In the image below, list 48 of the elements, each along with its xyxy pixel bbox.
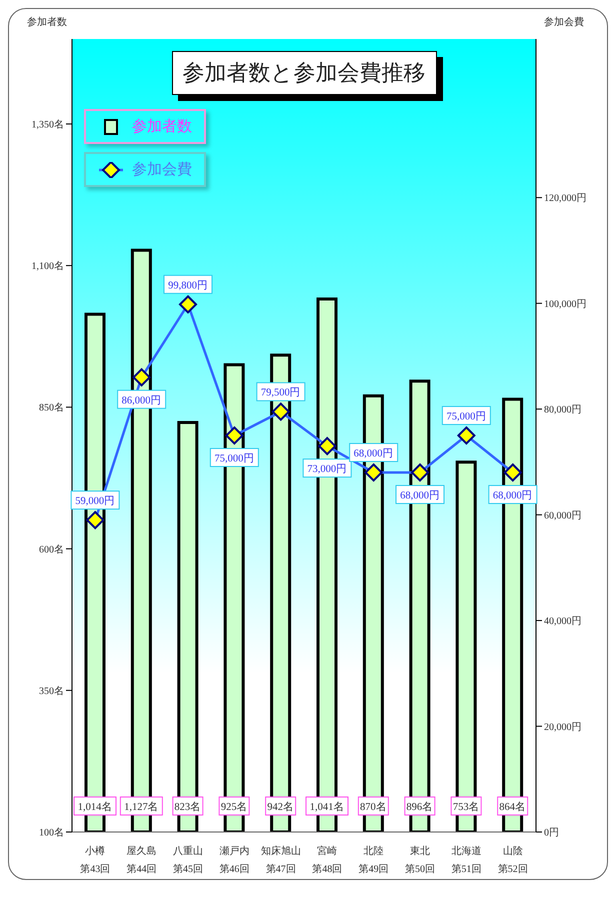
x-tick-label: 山陰第52回 xyxy=(498,845,528,875)
y2-tick-label: 60,000円 xyxy=(544,510,582,522)
y2-tick-label: 20,000円 xyxy=(544,722,582,733)
data-label: 1,127名 xyxy=(124,801,159,813)
y2-tick-label: 40,000円 xyxy=(544,616,582,628)
data-label: 79,500円 xyxy=(260,386,301,399)
data-label: 753名 xyxy=(452,801,480,813)
y-tick-label: 850名 xyxy=(39,402,64,414)
data-label: 870名 xyxy=(360,801,387,813)
y-tick-label: 1,100名 xyxy=(32,260,64,272)
y-tick-label: 350名 xyxy=(39,684,64,697)
x-tick-label: 東北第50回 xyxy=(405,845,435,875)
y2-tick-label: 0円 xyxy=(544,828,559,839)
data-label: 1,014名 xyxy=(78,801,112,813)
data-label: 59,000円 xyxy=(75,495,116,508)
data-label: 68,000円 xyxy=(400,490,440,502)
x-tick-label: 宮崎第48回 xyxy=(312,845,342,875)
text: 参加者数と参加会費推移 xyxy=(172,51,436,95)
y2-tick-label: 120,000円 xyxy=(544,193,586,204)
data-label: 925名 xyxy=(220,801,248,813)
data-label: 99,800円 xyxy=(168,279,208,292)
data-label: 73,000円 xyxy=(307,463,348,476)
y-tick-label: 600名 xyxy=(39,543,64,556)
y-tick-label: 100名 xyxy=(39,826,64,839)
x-tick-label: 瀬戸内第46回 xyxy=(219,845,250,875)
data-label: 68,000円 xyxy=(492,490,533,502)
y2-axis-title: 参加会費 xyxy=(543,16,585,29)
legend-label: 参加者数 xyxy=(132,118,192,136)
data-label: 823名 xyxy=(174,801,202,813)
y2-tick-label: 100,000円 xyxy=(544,298,586,310)
data-label: 75,000円 xyxy=(214,452,254,464)
x-tick-label: 小樽第43回 xyxy=(80,845,110,875)
data-label: 896名 xyxy=(406,801,434,813)
y-axis-title: 参加者数 xyxy=(26,16,68,29)
x-tick-label: 知床旭山第47回 xyxy=(260,845,301,875)
data-label: 864名 xyxy=(499,801,526,813)
legend-label: 参加会費 xyxy=(132,160,192,179)
data-label: 942名 xyxy=(267,801,294,813)
y-tick-label: 1,350名 xyxy=(32,118,64,131)
y2-tick-label: 80,000円 xyxy=(544,404,582,416)
x-tick-label: 北海道第51回 xyxy=(451,845,482,875)
data-label: 75,000円 xyxy=(446,410,486,422)
data-label: 1,041名 xyxy=(310,801,344,813)
data-label: 86,000円 xyxy=(122,394,162,406)
x-tick-label: 八重山第45回 xyxy=(173,845,203,875)
x-tick-label: 屋久島第44回 xyxy=(126,845,157,875)
data-label: 68,000円 xyxy=(354,448,394,460)
x-tick-label: 北陸第49回 xyxy=(358,845,389,875)
